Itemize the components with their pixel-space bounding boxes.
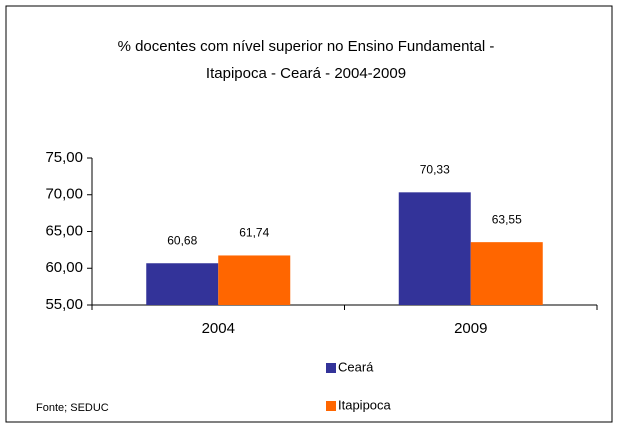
legend-swatch bbox=[326, 363, 336, 373]
y-tick-label: 70,00 bbox=[45, 186, 83, 203]
frame bbox=[5, 5, 613, 423]
y-tick-label: 65,00 bbox=[45, 222, 83, 239]
legend-swatch bbox=[326, 401, 336, 411]
bar bbox=[398, 192, 471, 305]
value-label: 70,33 bbox=[420, 162, 450, 176]
legend-label: Ceará bbox=[338, 359, 374, 374]
value-label: 60,68 bbox=[167, 233, 197, 247]
value-label: 63,55 bbox=[492, 212, 522, 226]
legend-label: Itapipoca bbox=[338, 397, 392, 412]
y-tick-label: 75,00 bbox=[45, 149, 83, 166]
y-tick-label: 60,00 bbox=[45, 259, 83, 276]
source: Fonte; SEDUC bbox=[36, 402, 109, 414]
y-tick-label: 55,00 bbox=[45, 296, 83, 313]
x-tick-label: 2004 bbox=[202, 320, 235, 337]
bar bbox=[470, 242, 543, 305]
chart-title: Itapipoca - Ceará - 2004-2009 bbox=[206, 65, 406, 82]
value-label: 61,74 bbox=[239, 226, 269, 240]
chart-title: % docentes com nível superior no Ensino … bbox=[118, 38, 495, 55]
bar bbox=[146, 263, 219, 305]
x-tick-label: 2009 bbox=[454, 320, 487, 337]
bar bbox=[218, 255, 291, 305]
